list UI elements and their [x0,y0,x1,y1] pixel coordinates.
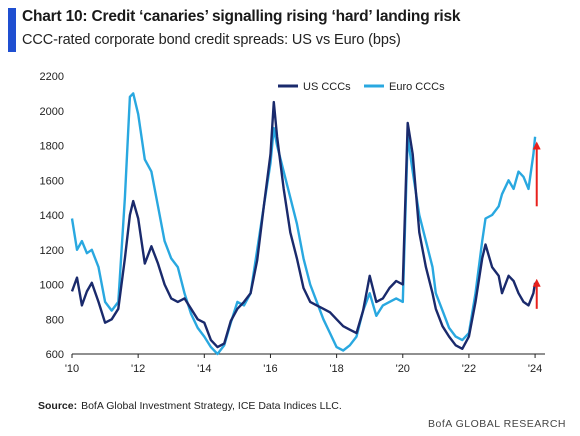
source-label: Source: [38,400,78,412]
y-tick-label: 800 [46,314,64,326]
series-line-euro-cccs [70,92,537,356]
chart-subtitle: CCC-rated corporate bond credit spreads:… [22,32,401,48]
y-tick-label: 1800 [40,141,64,153]
legend-label-us-cccs: US CCCs [303,81,351,93]
title-accent-bar [8,8,16,52]
x-tick-label: '10 [65,363,79,375]
x-tick-label: '16 [263,363,277,375]
source-note: Source: BofA Global Investment Strategy, … [38,400,342,412]
y-tick-label: 1200 [40,245,64,257]
series-line-us-cccs [70,100,537,350]
brand-footer: BofA GLOBAL RESEARCH [428,418,566,430]
y-tick-label: 2000 [40,106,64,118]
chart-title: Chart 10: Credit ‘canaries’ signalling r… [22,8,461,25]
y-tick-label: 1600 [40,175,64,187]
legend-label-euro-cccs: Euro CCCs [389,81,445,93]
x-tick-label: '14 [197,363,211,375]
x-tick-label: '18 [329,363,343,375]
x-tick-label: '22 [462,363,476,375]
y-tick-label: 1400 [40,210,64,222]
x-tick-label: '12 [131,363,145,375]
source-text: BofA Global Investment Strategy, ICE Dat… [81,400,342,412]
y-tick-label: 1000 [40,280,64,292]
y-tick-label: 600 [46,349,64,361]
y-tick-label: 2200 [40,71,64,83]
x-tick-label: '24 [528,363,542,375]
x-tick-label: '20 [396,363,410,375]
